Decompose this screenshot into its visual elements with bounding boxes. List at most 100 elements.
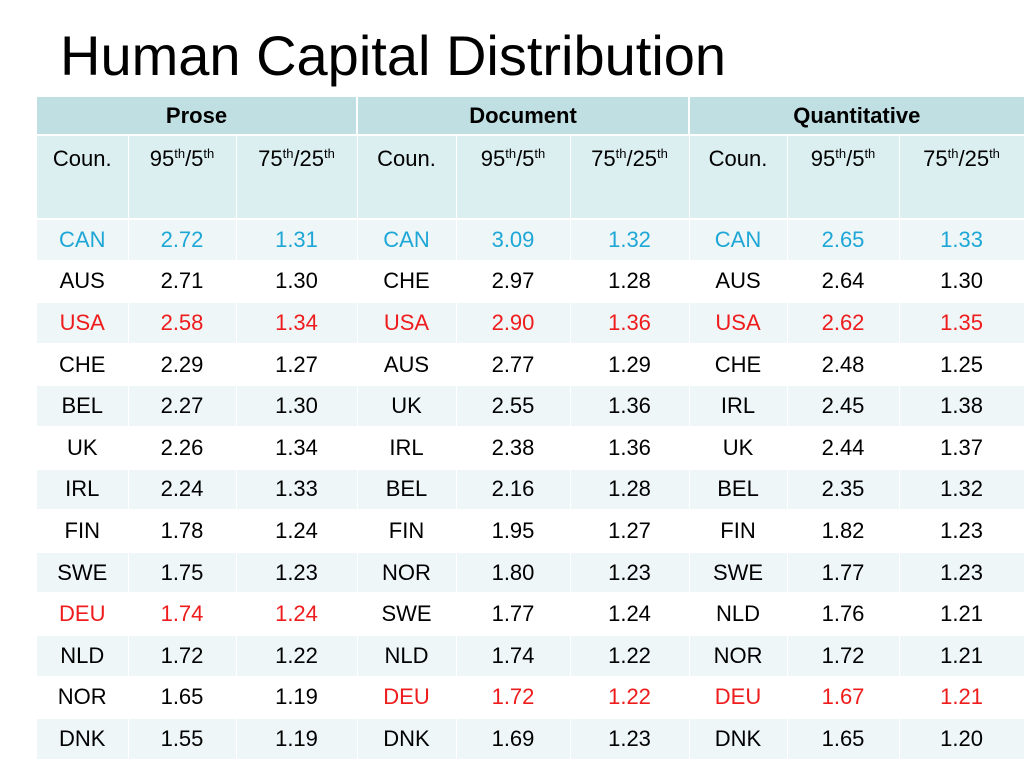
subheader-95-5-part-1: th: [174, 146, 186, 161]
subheader-75-25-part-1: th: [282, 146, 294, 161]
table-body: CAN 2.72 1.31 CAN 3.09 1.32 CAN 2.65 1.33 AUS 2.71…: [37, 219, 1024, 761]
sub-header-row: Coun. 95th/5th 75th/25th Coun. 95th/5th 75th/…: [37, 135, 1024, 220]
cell-prose-95-5: 1.65: [128, 676, 237, 720]
cell-quantitative-country: NLD: [689, 593, 788, 636]
subheader-95-5-quantitative: 95th/5th: [787, 135, 900, 220]
cell-document-country: AUS: [357, 343, 457, 387]
cell-prose-country: DEU: [37, 593, 129, 636]
cell-prose-95-5: 1.74: [128, 593, 237, 636]
cell-quantitative-95-5: 1.67: [787, 676, 900, 720]
cell-quantitative-country: AUS: [689, 260, 788, 304]
cell-document-95-5: 2.97: [456, 260, 571, 304]
table-row: NLD 1.72 1.22 NLD 1.74 1.22 NOR 1.72 1.21: [37, 634, 1024, 678]
subheader-95-5-part-3: th: [534, 146, 546, 161]
subheader-75-25-prose: 75th/25th: [236, 135, 358, 220]
cell-prose-95-5: 2.72: [128, 219, 237, 262]
group-header-prose: Prose: [37, 97, 358, 136]
cell-prose-country: AUS: [37, 260, 129, 304]
cell-quantitative-75-25: 1.23: [899, 510, 1024, 553]
cell-prose-95-5: 1.72: [128, 634, 237, 678]
cell-prose-75-25: 1.22: [236, 634, 358, 678]
subheader-country-quantitative: Coun.: [689, 135, 788, 220]
cell-prose-95-5: 1.55: [128, 718, 237, 761]
cell-document-75-25: 1.22: [570, 676, 690, 720]
cell-document-country: USA: [357, 302, 457, 345]
cell-document-75-25: 1.28: [570, 260, 690, 304]
cell-prose-country: NLD: [37, 634, 129, 678]
table-row: BEL 2.27 1.30 UK 2.55 1.36 IRL 2.45 1.38: [37, 385, 1024, 428]
cell-quantitative-95-5: 2.44: [787, 426, 900, 470]
cell-prose-95-5: 2.71: [128, 260, 237, 304]
cell-prose-75-25: 1.24: [236, 593, 358, 636]
cell-prose-95-5: 2.58: [128, 302, 237, 345]
subheader-95-5-part-1: th: [505, 146, 517, 161]
cell-document-country: BEL: [357, 468, 457, 512]
cell-quantitative-country: USA: [689, 302, 788, 345]
table-row: CHE 2.29 1.27 AUS 2.77 1.29 CHE 2.48 1.25: [37, 343, 1024, 387]
cell-quantitative-95-5: 2.62: [787, 302, 900, 345]
cell-document-75-25: 1.36: [570, 302, 690, 345]
cell-quantitative-country: BEL: [689, 468, 788, 512]
subheader-75-25-quantitative: 75th/25th: [899, 135, 1024, 220]
cell-prose-country: IRL: [37, 468, 129, 512]
cell-document-country: DEU: [357, 676, 457, 720]
cell-prose-75-25: 1.24: [236, 510, 358, 553]
cell-quantitative-95-5: 2.48: [787, 343, 900, 387]
subheader-75-25-part-3: th: [324, 146, 335, 161]
cell-document-75-25: 1.36: [570, 426, 690, 470]
subheader-95-5-part-0: 95: [149, 146, 175, 171]
cell-document-95-5: 3.09: [456, 219, 571, 262]
table-row: AUS 2.71 1.30 CHE 2.97 1.28 AUS 2.64 1.30: [37, 260, 1024, 304]
subheader-75-25-part-1: th: [947, 146, 959, 161]
cell-quantitative-75-25: 1.35: [899, 302, 1024, 345]
cell-document-95-5: 2.55: [456, 385, 571, 428]
slide-title: Human Capital Distribution: [60, 24, 727, 87]
cell-quantitative-country: CAN: [689, 219, 788, 262]
cell-document-75-25: 1.22: [570, 634, 690, 678]
table-row: FIN 1.78 1.24 FIN 1.95 1.27 FIN 1.82 1.23: [37, 510, 1024, 553]
cell-document-75-25: 1.27: [570, 510, 690, 553]
cell-document-95-5: 1.72: [456, 676, 571, 720]
cell-quantitative-country: IRL: [689, 385, 788, 428]
subheader-75-25-part-2: /25: [958, 146, 990, 171]
cell-prose-country: NOR: [37, 676, 129, 720]
table-row: NOR 1.65 1.19 DEU 1.72 1.22 DEU 1.67 1.21: [37, 676, 1024, 720]
cell-document-75-25: 1.23: [570, 718, 690, 761]
cell-prose-country: CHE: [37, 343, 129, 387]
cell-prose-country: DNK: [37, 718, 129, 761]
table-row: UK 2.26 1.34 IRL 2.38 1.36 UK 2.44 1.37: [37, 426, 1024, 470]
cell-prose-country: UK: [37, 426, 129, 470]
cell-quantitative-75-25: 1.25: [899, 343, 1024, 387]
subheader-75-25-part-0: 75: [923, 146, 948, 171]
cell-document-75-25: 1.28: [570, 468, 690, 512]
subheader-country-prose: Coun.: [37, 135, 129, 220]
subheader-country-document: Coun.: [357, 135, 457, 220]
cell-prose-75-25: 1.34: [236, 302, 358, 345]
cell-prose-75-25: 1.31: [236, 219, 358, 262]
table-row: CAN 2.72 1.31 CAN 3.09 1.32 CAN 2.65 1.33: [37, 219, 1024, 262]
cell-quantitative-95-5: 1.65: [787, 718, 900, 761]
cell-prose-75-25: 1.27: [236, 343, 358, 387]
cell-quantitative-95-5: 1.77: [787, 551, 900, 595]
cell-prose-95-5: 1.78: [128, 510, 237, 553]
cell-document-95-5: 1.77: [456, 593, 571, 636]
cell-document-95-5: 1.69: [456, 718, 571, 761]
cell-quantitative-country: SWE: [689, 551, 788, 595]
cell-document-95-5: 2.16: [456, 468, 571, 512]
cell-document-95-5: 2.77: [456, 343, 571, 387]
cell-document-75-25: 1.23: [570, 551, 690, 595]
cell-prose-75-25: 1.19: [236, 718, 358, 761]
cell-quantitative-75-25: 1.37: [899, 426, 1024, 470]
cell-document-country: IRL: [357, 426, 457, 470]
cell-quantitative-75-25: 1.38: [899, 385, 1024, 428]
cell-quantitative-75-25: 1.21: [899, 634, 1024, 678]
cell-quantitative-country: CHE: [689, 343, 788, 387]
cell-quantitative-95-5: 2.65: [787, 219, 900, 262]
table-row: SWE 1.75 1.23 NOR 1.80 1.23 SWE 1.77 1.23: [37, 551, 1024, 595]
subheader-95-5-part-2: /5: [185, 146, 204, 171]
cell-document-95-5: 1.80: [456, 551, 571, 595]
cell-prose-75-25: 1.30: [236, 385, 358, 428]
cell-document-75-25: 1.32: [570, 219, 690, 262]
subheader-95-5-part-2: /5: [516, 146, 535, 171]
cell-quantitative-75-25: 1.23: [899, 551, 1024, 595]
